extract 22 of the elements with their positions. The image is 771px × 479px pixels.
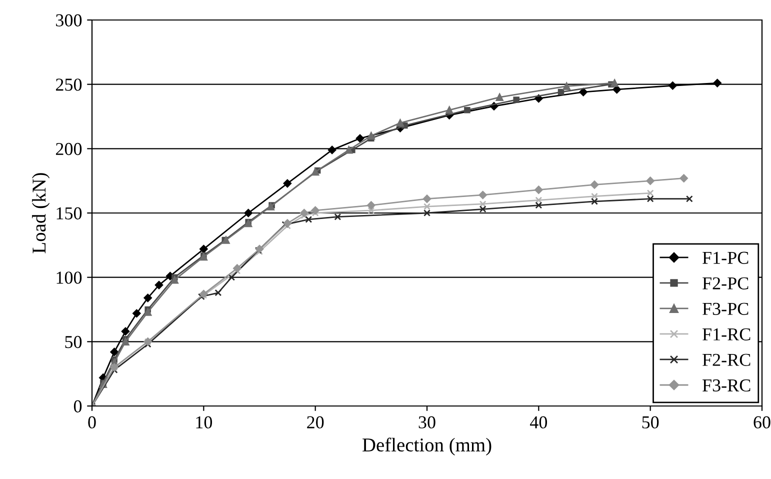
y-tick-label: 200 [56,142,82,156]
y-tick-label: 150 [56,207,82,220]
x-axis-title: Deflection (mm) [362,438,492,456]
x-tick-label: 30 [418,416,436,428]
x-tick-label: 60 [754,416,770,428]
legend-label: F1-PC [702,252,748,264]
legend-label: F3-RC [702,379,750,392]
y-tick-label: 300 [56,14,82,26]
y-tick-label: 100 [56,272,82,284]
x-tick-label: 0 [88,416,96,428]
legend-label: F3-PC [702,302,748,315]
x-tick-label: 20 [307,416,324,428]
x-tick-label: 40 [530,416,548,428]
x-tick-label: 10 [196,416,212,428]
y-tick-label: 50 [65,336,82,348]
x-tick-label: 50 [642,416,659,428]
y-axis-title: Load (kN) [32,173,50,254]
legend-label: F2-PC [702,277,748,290]
y-tick-label: 250 [56,78,82,91]
y-tick-label: 0 [74,400,82,412]
legend-label: F1-RC [702,328,750,340]
legend-label: F2-RC [702,354,750,366]
